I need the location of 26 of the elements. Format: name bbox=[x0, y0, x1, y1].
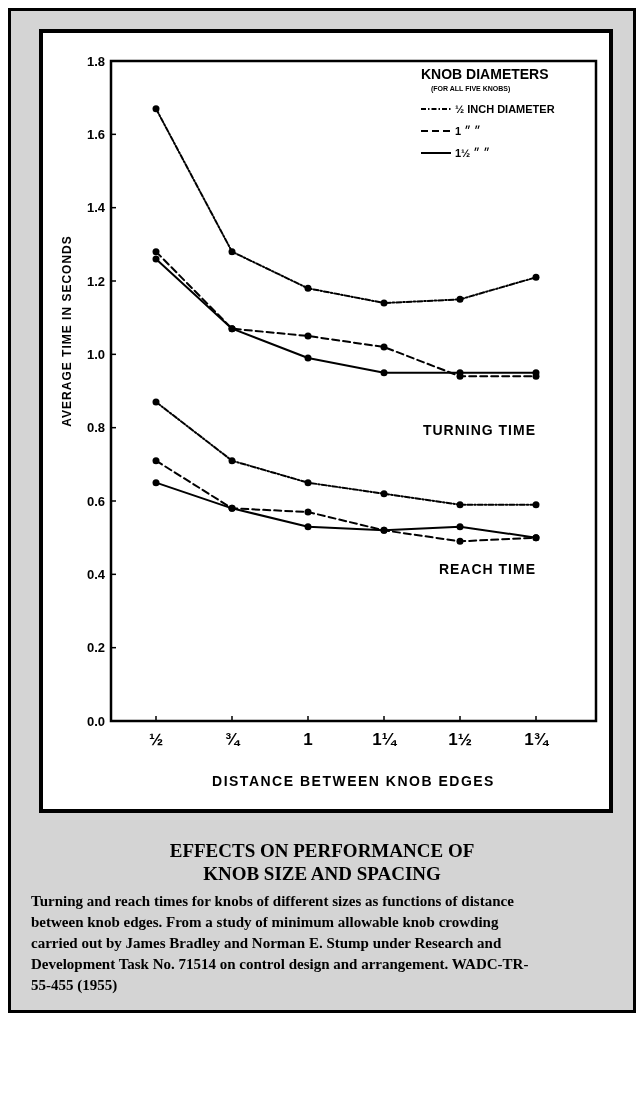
x-tick-label: 1¾ bbox=[524, 730, 550, 749]
x-tick-label: ¾ bbox=[224, 730, 241, 749]
y-tick-label: 0.4 bbox=[86, 566, 106, 582]
legend-label: 1 ״ ״ bbox=[455, 124, 481, 137]
legend-title: KNOB DIAMETERS bbox=[421, 66, 549, 82]
y-tick-label: 1.6 bbox=[86, 126, 105, 142]
text: EFFECTS ON PERFORMANCE OF KNOB SIZE AND SPACING bbox=[168, 839, 476, 885]
x-tick-label: 1½ bbox=[448, 730, 472, 749]
y-tick-label: 1.4 bbox=[86, 200, 106, 216]
legend-label: ½ INCH DIAMETER bbox=[455, 102, 555, 115]
y-tick-label: 0.0 bbox=[86, 713, 105, 729]
y-tick-label: 0.2 bbox=[86, 640, 105, 656]
x-axis-title: DISTANCE BETWEEN KNOB EDGES bbox=[212, 773, 495, 789]
y-axis-title: AVERAGE TIME IN SECONDS bbox=[60, 235, 74, 427]
x-tick-label: 1¼ bbox=[372, 730, 398, 749]
text: Turning and reach times for knobs of different sizes as functions of distance between knob edges. From a study of minimum allowable knob crowding carried out by James Bradley and Norman E. Stump under Research and Development Task No. 71514 on control design and arrangement. WADC-TR-55-455 (1955) bbox=[31, 892, 530, 995]
annotation: TURNING TIME bbox=[422, 422, 536, 438]
y-tick-label: 1.2 bbox=[86, 273, 105, 289]
y-tick-label: 1.0 bbox=[86, 346, 105, 362]
y-tick-label: 0.6 bbox=[86, 493, 105, 509]
y-tick-label: 0.8 bbox=[86, 420, 105, 436]
y-tick-label: 1.8 bbox=[86, 53, 105, 69]
x-tick-label: ½ bbox=[148, 730, 164, 749]
legend-label: 1½ ״ ״ bbox=[455, 146, 491, 159]
annotation: REACH TIME bbox=[438, 561, 536, 578]
x-tick-label: 1 bbox=[303, 730, 313, 749]
